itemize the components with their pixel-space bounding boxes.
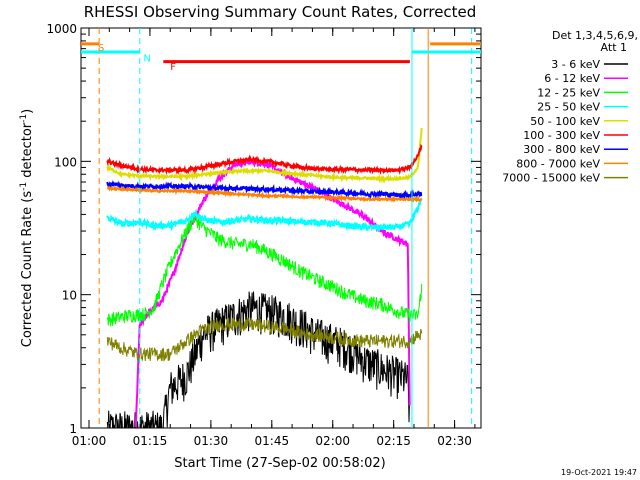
plot-frame <box>80 27 482 429</box>
y-axis-label-end: ) <box>20 109 35 114</box>
x-tick-label: 02:15 <box>376 434 411 448</box>
x-tick-label: 01:00 <box>72 434 107 448</box>
legend-label: 50 - 100 keV <box>530 115 600 128</box>
y-axis-label-main: Corrected Count Rate (s <box>20 191 35 348</box>
legend-header-line2: Att 1 <box>601 41 627 54</box>
y-axis-label-mid: detector <box>20 122 35 182</box>
series-line-4 <box>106 197 423 233</box>
series-line-5 <box>106 127 423 184</box>
legend-label: 300 - 800 keV <box>523 143 600 156</box>
series-line-8 <box>106 185 423 203</box>
annotation-s: S <box>98 43 104 54</box>
y-axis-label-sup1: -1 <box>19 182 29 191</box>
series-line-6 <box>106 143 423 176</box>
x-tick-label: 02:00 <box>315 434 350 448</box>
series-line-3 <box>106 211 423 327</box>
x-tick-label: 01:45 <box>255 434 290 448</box>
x-ticks: 01:00 01:15 01:30 01:45 02:00 02:15 02:30 <box>72 28 476 448</box>
annotation-n: N <box>143 54 150 65</box>
plot-area <box>80 27 482 429</box>
y-axis-label-sup2: -1 <box>19 114 29 123</box>
legend-label: 25 - 50 keV <box>537 101 600 114</box>
y-ticks: 1 10 100 1000 <box>46 22 481 436</box>
series-line-1 <box>106 291 410 429</box>
x-tick-label: 01:15 <box>133 434 168 448</box>
y-tick-label: 1000 <box>46 22 77 36</box>
series-layer <box>106 127 423 429</box>
legend-label: 12 - 25 keV <box>537 86 600 99</box>
x-axis-label: Start Time (27-Sep-02 00:58:02) <box>174 456 385 471</box>
footer-timestamp: 19-Oct-2021 19:47 <box>561 468 637 477</box>
annotation-f: F <box>170 62 176 73</box>
series-line-9 <box>106 317 423 362</box>
state-layer: S N F <box>81 28 481 428</box>
y-tick-label: 10 <box>62 289 77 303</box>
legend-label: 800 - 7000 keV <box>516 157 600 170</box>
y-axis-label: Corrected Count Rate (s-1 detector-1) <box>19 109 35 347</box>
series-line-7 <box>106 180 423 201</box>
legend-label: 7000 - 15000 keV <box>502 172 600 185</box>
x-tick-label: 02:30 <box>437 434 472 448</box>
legend-label: 3 - 6 keV <box>551 58 600 71</box>
x-tick-label: 01:30 <box>194 434 229 448</box>
chart-title: RHESSI Observing Summary Count Rates, Co… <box>84 3 477 21</box>
y-tick-label: 1 <box>69 422 77 436</box>
legend-label: 100 - 300 keV <box>523 129 600 142</box>
legend-header-line1: Det 1,3,4,5,6,9, <box>552 29 638 42</box>
legend-label: 6 - 12 keV <box>544 72 600 85</box>
y-tick-label: 100 <box>54 155 77 169</box>
